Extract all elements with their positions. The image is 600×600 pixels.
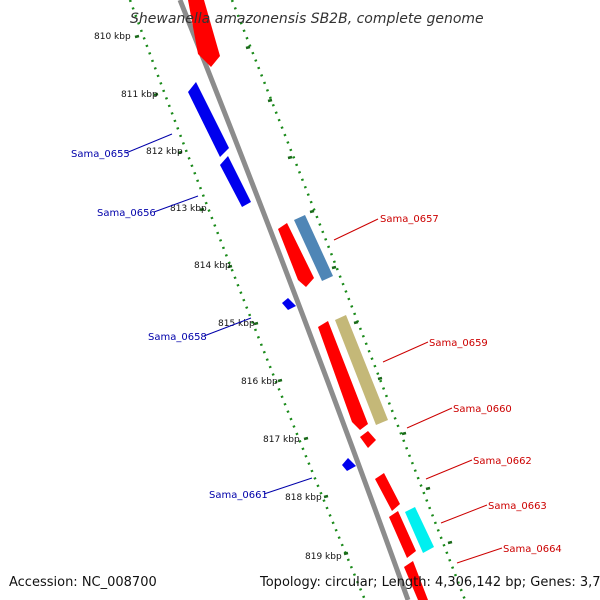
tick-label: 817 kbp bbox=[263, 435, 300, 445]
map-title: Shewanella amazonensis SB2B, complete ge… bbox=[130, 11, 484, 27]
gene-feature[interactable] bbox=[404, 561, 428, 600]
gene-label-sama-0661[interactable]: Sama_0661 bbox=[209, 490, 268, 501]
tick-label: 811 kbp bbox=[121, 90, 158, 100]
gene-feature[interactable] bbox=[342, 458, 356, 471]
gene-label-sama-0663[interactable]: Sama_0663 bbox=[488, 501, 547, 512]
tick-label: 819 kbp bbox=[305, 552, 342, 562]
genome-stats-text: Topology: circular; Length: 4,306,142 bp… bbox=[259, 575, 600, 590]
gene-label-sama-0662[interactable]: Sama_0662 bbox=[473, 456, 532, 467]
label-leaders bbox=[125, 133, 503, 564]
tick-label: 816 kbp bbox=[241, 377, 278, 387]
gene-features bbox=[188, 0, 434, 600]
gene-label-sama-0660[interactable]: Sama_0660 bbox=[453, 404, 512, 415]
gene-feature[interactable] bbox=[188, 0, 220, 67]
feature-box bbox=[294, 215, 333, 281]
gene-feature[interactable] bbox=[318, 321, 368, 430]
feature-box bbox=[335, 315, 388, 425]
accession-text: Accession: NC_008700 bbox=[9, 575, 157, 590]
gene-feature[interactable] bbox=[360, 431, 376, 448]
tick-label: 818 kbp bbox=[285, 493, 322, 503]
gene-label-sama-0664[interactable]: Sama_0664 bbox=[503, 544, 562, 555]
tick-label: 810 kbp bbox=[94, 32, 131, 42]
gene-feature[interactable] bbox=[278, 223, 314, 287]
gene-feature[interactable] bbox=[389, 511, 416, 558]
gene-label-sama-0655[interactable]: Sama_0655 bbox=[71, 149, 130, 160]
tick-label: 813 kbp bbox=[170, 204, 207, 214]
gene-label-sama-0658[interactable]: Sama_0658 bbox=[148, 332, 207, 343]
outer-tick-ring bbox=[230, 0, 467, 600]
major-ticks bbox=[134, 34, 349, 556]
gene-label-sama-0659[interactable]: Sama_0659 bbox=[429, 338, 488, 349]
gene-feature[interactable] bbox=[220, 156, 251, 207]
genome-backbone bbox=[177, 0, 411, 600]
tick-label: 812 kbp bbox=[146, 147, 183, 157]
gene-label-sama-0657[interactable]: Sama_0657 bbox=[380, 214, 439, 225]
tick-label: 814 kbp bbox=[194, 261, 231, 271]
gene-feature[interactable] bbox=[375, 473, 400, 511]
feature-box bbox=[405, 507, 434, 553]
gene-feature[interactable] bbox=[188, 82, 229, 157]
tick-labels: 810 kbp 811 kbp 812 kbp 813 kbp 814 kbp … bbox=[94, 32, 342, 562]
gene-label-sama-0656[interactable]: Sama_0656 bbox=[97, 208, 156, 219]
outer-major-ticks bbox=[245, 45, 453, 545]
gene-feature[interactable] bbox=[282, 298, 296, 310]
inner-tick-ring bbox=[128, 0, 367, 600]
gene-labels: Sama_0655 Sama_0656 Sama_0658 Sama_0661 … bbox=[71, 149, 562, 555]
